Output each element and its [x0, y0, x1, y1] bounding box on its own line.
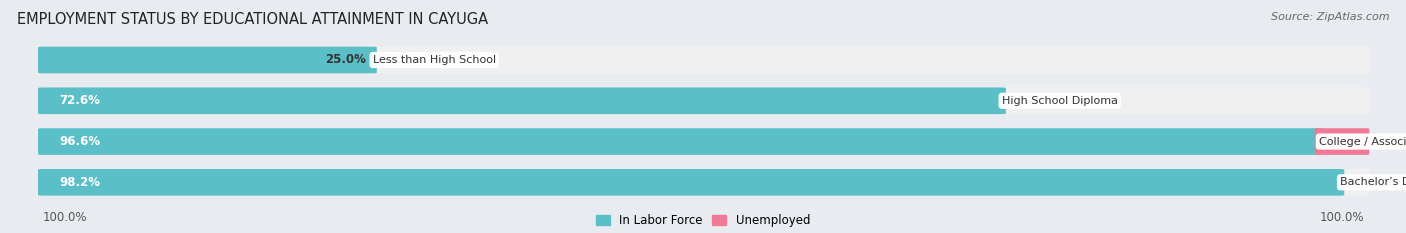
- Text: 25.0%: 25.0%: [325, 54, 366, 66]
- Text: 0.0%: 0.0%: [384, 54, 416, 66]
- Text: 0.0%: 0.0%: [1012, 94, 1046, 107]
- Text: College / Associate Degree: College / Associate Degree: [1319, 137, 1406, 147]
- Text: 72.6%: 72.6%: [59, 94, 100, 107]
- FancyBboxPatch shape: [37, 128, 1369, 155]
- FancyBboxPatch shape: [37, 169, 1369, 196]
- Text: 0.0%: 0.0%: [1351, 176, 1384, 189]
- Text: High School Diploma: High School Diploma: [1001, 96, 1118, 106]
- Text: 96.6%: 96.6%: [59, 135, 100, 148]
- Text: Bachelor’s Degree or higher: Bachelor’s Degree or higher: [1340, 177, 1406, 187]
- Text: 100.0%: 100.0%: [42, 211, 87, 224]
- FancyBboxPatch shape: [1315, 128, 1369, 155]
- Text: 3.5%: 3.5%: [1376, 135, 1406, 148]
- Text: EMPLOYMENT STATUS BY EDUCATIONAL ATTAINMENT IN CAYUGA: EMPLOYMENT STATUS BY EDUCATIONAL ATTAINM…: [17, 12, 488, 27]
- FancyBboxPatch shape: [38, 128, 1323, 155]
- FancyBboxPatch shape: [38, 169, 1344, 196]
- Text: Less than High School: Less than High School: [373, 55, 496, 65]
- Legend: In Labor Force, Unemployed: In Labor Force, Unemployed: [596, 214, 810, 227]
- FancyBboxPatch shape: [38, 87, 1005, 114]
- Text: 100.0%: 100.0%: [1319, 211, 1364, 224]
- Text: Source: ZipAtlas.com: Source: ZipAtlas.com: [1271, 12, 1389, 22]
- Text: 98.2%: 98.2%: [59, 176, 100, 189]
- FancyBboxPatch shape: [38, 47, 377, 73]
- FancyBboxPatch shape: [37, 46, 1369, 74]
- FancyBboxPatch shape: [37, 87, 1369, 114]
